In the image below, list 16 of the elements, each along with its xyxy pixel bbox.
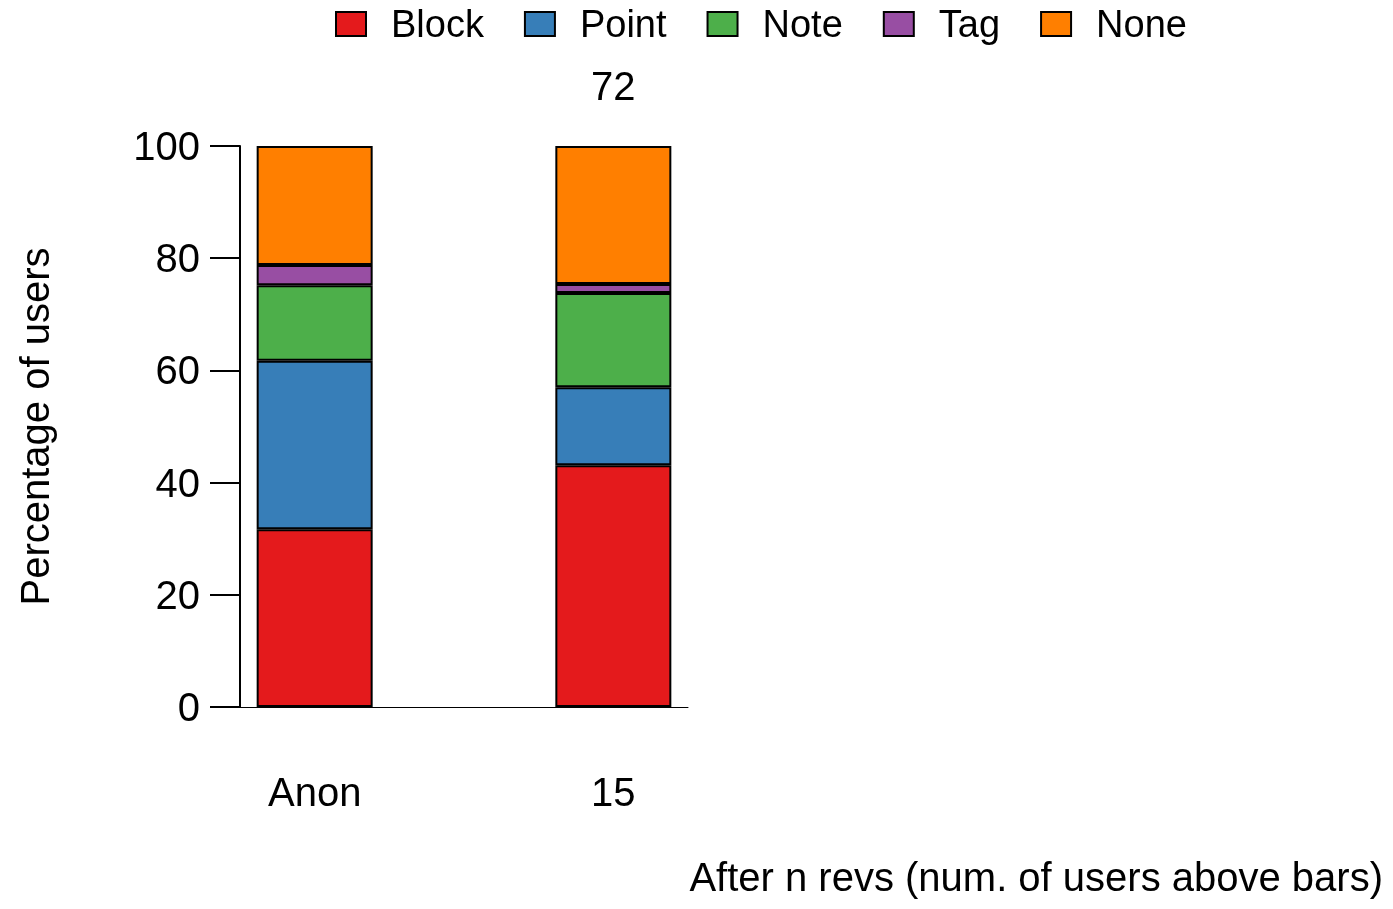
y-axis-title: Percentage of users bbox=[13, 247, 57, 606]
legend-label: None bbox=[1096, 3, 1187, 45]
x-axis-title: After n revs (num. of users above bars) bbox=[689, 855, 1383, 899]
y-tick-label: 100 bbox=[133, 124, 200, 168]
y-tick-label: 60 bbox=[155, 348, 200, 393]
y-tick-label: 40 bbox=[155, 460, 200, 505]
x-tick-label: 15 bbox=[591, 770, 636, 814]
legend-label: Tag bbox=[938, 3, 1001, 45]
legend-label: Block bbox=[391, 3, 485, 45]
x-tick-label: Anon bbox=[267, 770, 362, 814]
y-tick-label: 80 bbox=[155, 236, 200, 281]
legend-label: Note bbox=[762, 3, 843, 45]
y-tick-label: 0 bbox=[177, 685, 200, 729]
legend-label: Point bbox=[579, 3, 667, 45]
y-tick-label: 20 bbox=[155, 572, 200, 617]
annotation: 72 bbox=[591, 64, 636, 108]
